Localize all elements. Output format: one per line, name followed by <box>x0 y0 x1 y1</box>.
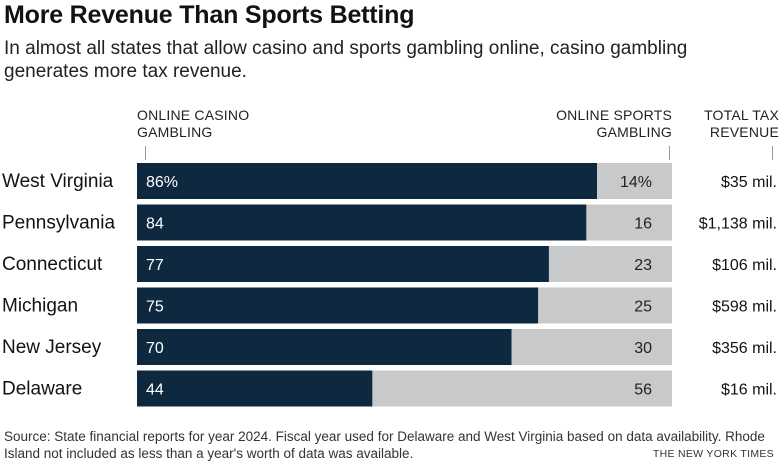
casino-value-pennsylvania: 84 <box>146 216 164 233</box>
casino-bar-delaware <box>137 370 373 407</box>
sports-value-michigan: 25 <box>634 299 652 316</box>
total-revenue-delaware: $16 mil. <box>721 382 777 399</box>
sports-value-delaware: 56 <box>634 382 652 399</box>
casino-column-header: ONLINE CASINO GAMBLING <box>137 107 249 141</box>
sports-bar-west-virginia <box>597 163 672 199</box>
chart-subtitle: In almost all states that allow casino a… <box>4 38 688 82</box>
sports-header-line-2: GAMBLING <box>596 124 672 140</box>
total-revenue-pennsylvania: $1,138 mil. <box>699 216 777 233</box>
sports-bar-pennsylvania <box>586 204 672 241</box>
casino-value-delaware: 44 <box>146 382 164 399</box>
casino-header-line-1: ONLINE CASINO <box>137 107 250 123</box>
sports-value-connecticut: 23 <box>634 257 652 274</box>
sports-bar-new-jersey <box>511 329 672 365</box>
casino-value-connecticut: 77 <box>146 257 164 274</box>
casino-value-west-virginia: 86% <box>146 174 178 191</box>
casino-bar-michigan <box>137 287 539 324</box>
state-label-delaware: Delaware <box>2 379 82 400</box>
total-revenue-new-jersey: $356 mil. <box>712 340 777 357</box>
casino-header-line-2: GAMBLING <box>137 124 213 140</box>
chart-title: More Revenue Than Sports Betting <box>4 1 415 29</box>
source-note: Source: State financial reports for year… <box>4 429 765 461</box>
sports-column-header: ONLINE SPORTS GAMBLING <box>500 107 672 141</box>
sports-header-line-1: ONLINE SPORTS <box>556 107 672 123</box>
total-revenue-west-virginia: $35 mil. <box>721 174 777 191</box>
sports-bar-michigan <box>538 287 672 324</box>
casino-value-new-jersey: 70 <box>146 340 164 357</box>
state-label-new-jersey: New Jersey <box>2 337 102 358</box>
total-header-line-2: REVENUE <box>709 124 779 140</box>
casino-value-michigan: 75 <box>146 299 164 316</box>
sports-header-tick <box>669 146 670 160</box>
total-revenue-connecticut: $106 mil. <box>712 257 777 274</box>
state-label-pennsylvania: Pennsylvania <box>2 213 115 234</box>
total-revenue-michigan: $598 mil. <box>712 299 777 316</box>
sports-bar-connecticut <box>548 246 672 282</box>
state-label-michigan: Michigan <box>2 296 78 317</box>
total-header-tick <box>772 146 773 160</box>
state-label-west-virginia: West Virginia <box>2 171 114 192</box>
casino-header-tick <box>145 146 146 160</box>
sports-value-new-jersey: 30 <box>634 340 652 357</box>
credit-line: THE NEW YORK TIMES <box>652 448 774 460</box>
casino-bar-new-jersey <box>137 329 512 365</box>
casino-bar-pennsylvania <box>137 204 587 241</box>
total-header-line-1: TOTAL TAX <box>704 107 779 123</box>
state-label-connecticut: Connecticut <box>2 254 103 275</box>
casino-bar-west-virginia <box>137 163 598 199</box>
sports-value-west-virginia: 14% <box>620 174 652 191</box>
sports-bar-delaware <box>372 370 672 407</box>
sports-value-pennsylvania: 16 <box>634 216 652 233</box>
total-column-header: TOTAL TAX REVENUE <box>660 107 779 141</box>
casino-bar-connecticut <box>137 246 549 282</box>
